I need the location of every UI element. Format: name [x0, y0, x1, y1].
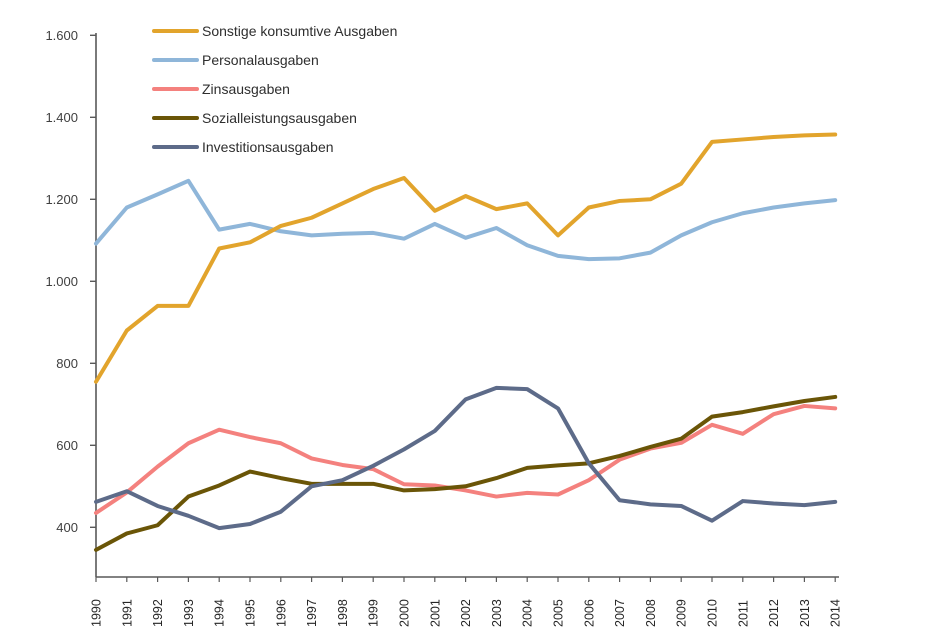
x-tick-label: 1996 [274, 599, 288, 627]
x-tick-label: 1991 [120, 599, 134, 627]
y-tick-label: 1.400 [45, 110, 78, 125]
x-tick-label: 1990 [90, 599, 104, 627]
legend-swatch-icon [152, 115, 199, 120]
series-line-1 [94, 178, 838, 262]
x-tick-label: 2000 [398, 599, 412, 627]
series-line-0 [94, 132, 838, 384]
y-tick-label: 600 [56, 438, 78, 453]
legend-item-1: Personalausgaben [152, 50, 397, 69]
x-tick-label: 2004 [521, 599, 535, 627]
x-tick-label: 2009 [675, 599, 689, 627]
x-tick-label: 2011 [736, 600, 750, 627]
y-tick-label: 1.000 [45, 274, 78, 289]
x-tick-label: 2014 [829, 599, 843, 627]
x-tick-label: 1993 [182, 599, 196, 627]
legend-label: Sonstige konsumtive Ausgaben [202, 22, 398, 39]
legend-item-0: Sonstige konsumtive Ausgaben [152, 21, 397, 40]
x-tick-label: 2005 [552, 599, 566, 627]
x-tick-label: 1992 [151, 599, 165, 627]
legend-swatch-icon [152, 86, 199, 91]
legend-label: Sozialleistungsausgaben [202, 109, 357, 126]
legend-swatch-icon [152, 144, 199, 149]
x-tick-label: 2001 [428, 599, 442, 627]
x-tick-label: 2003 [490, 599, 504, 627]
x-tick-label: 1998 [336, 599, 350, 627]
x-tick-label: 1997 [305, 599, 319, 627]
x-tick-label: 2002 [459, 599, 473, 627]
y-tick-label: 400 [56, 520, 78, 535]
x-tick-label: 2007 [613, 599, 627, 627]
x-tick-label: 2010 [706, 599, 720, 627]
legend-label: Zinsausgaben [202, 80, 290, 97]
x-tick-label: 2006 [582, 599, 596, 627]
x-tick-label: 1999 [367, 599, 381, 627]
legend-item-4: Investitionsausgaben [152, 137, 397, 156]
x-tick-label: 1995 [244, 599, 258, 627]
legend-item-3: Sozialleistungsausgaben [152, 108, 397, 127]
legend-item-2: Zinsausgaben [152, 79, 397, 98]
series-line-2 [94, 403, 838, 515]
legend-swatch-icon [152, 57, 199, 62]
y-tick-label: 1.200 [45, 192, 78, 207]
legend-label: Personalausgaben [202, 51, 319, 68]
series-line-4 [94, 385, 838, 531]
y-tick-label: 1.600 [45, 28, 78, 43]
legend-swatch-icon [152, 28, 199, 33]
y-tick-label: 800 [56, 356, 78, 371]
legend: Sonstige konsumtive Ausgaben Personalausg… [152, 21, 397, 156]
series-line-3 [94, 394, 838, 552]
x-tick-label: 2013 [798, 599, 812, 627]
x-tick-label: 2008 [644, 599, 658, 627]
x-tick-label: 1994 [213, 599, 227, 627]
legend-label: Investitionsausgaben [202, 138, 334, 155]
x-tick-label: 2012 [767, 599, 781, 627]
